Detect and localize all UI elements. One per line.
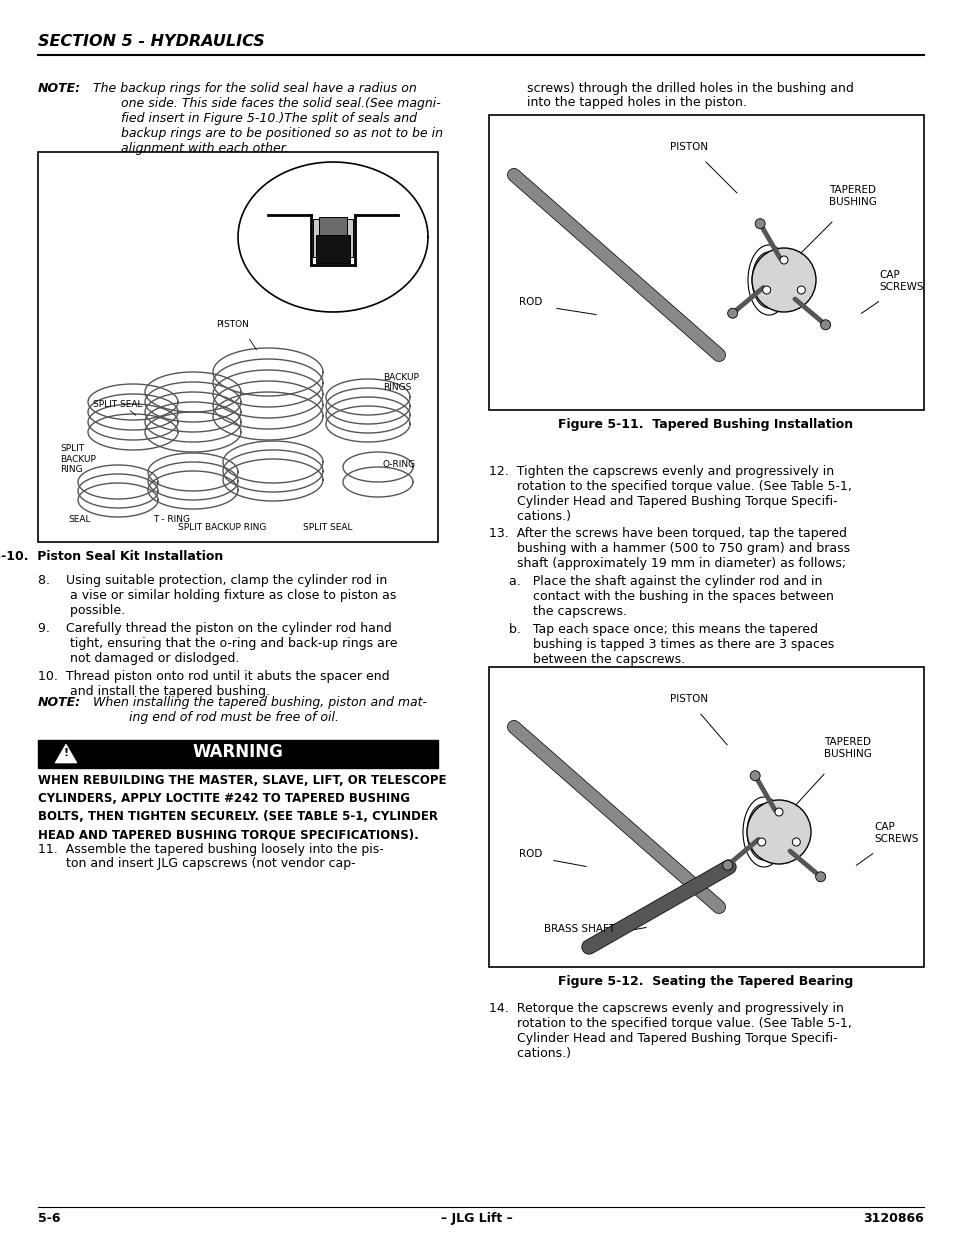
Bar xyxy=(315,235,350,263)
Text: 9.    Carefully thread the piston on the cylinder rod hand
        tight, ensuri: 9. Carefully thread the piston on the cy… xyxy=(38,622,397,664)
Text: ROD: ROD xyxy=(518,848,542,860)
Circle shape xyxy=(746,800,810,864)
Bar xyxy=(38,152,437,542)
Text: PISTON: PISTON xyxy=(669,694,707,704)
Circle shape xyxy=(792,839,800,846)
Text: ROD: ROD xyxy=(518,296,542,308)
Text: SPLIT SEAL: SPLIT SEAL xyxy=(303,522,352,532)
Text: TAPERED
BUSHING: TAPERED BUSHING xyxy=(828,185,876,207)
Text: ton and insert JLG capscrews (not vendor cap-: ton and insert JLG capscrews (not vendor… xyxy=(38,857,355,869)
Circle shape xyxy=(774,808,782,816)
Circle shape xyxy=(780,256,787,264)
Text: CAP
SCREWS: CAP SCREWS xyxy=(873,823,918,844)
Text: NOTE:: NOTE: xyxy=(38,697,81,709)
Text: 5-6: 5-6 xyxy=(38,1212,60,1225)
Circle shape xyxy=(727,309,737,319)
Text: WHEN REBUILDING THE MASTER, SLAVE, LIFT, OR TELESCOPE
CYLINDERS, APPLY LOCTITE #: WHEN REBUILDING THE MASTER, SLAVE, LIFT,… xyxy=(38,774,446,841)
Text: SPLIT
BACKUP
RING: SPLIT BACKUP RING xyxy=(60,445,95,474)
Text: BACKUP
RINGS: BACKUP RINGS xyxy=(382,373,418,391)
Text: SPLIT BACKUP RING: SPLIT BACKUP RING xyxy=(178,522,266,532)
Bar xyxy=(318,217,347,235)
Text: a.   Place the shaft against the cylinder rod and in
      contact with the bush: a. Place the shaft against the cylinder … xyxy=(509,576,833,618)
Circle shape xyxy=(820,320,830,330)
Text: SPLIT SEAL: SPLIT SEAL xyxy=(92,400,142,409)
Text: screws) through the drilled holes in the bushing and: screws) through the drilled holes in the… xyxy=(526,82,853,95)
Text: The backup rings for the solid seal have a radius on
         one side. This sid: The backup rings for the solid seal have… xyxy=(85,82,442,156)
Text: 3120866: 3120866 xyxy=(862,1212,923,1225)
Circle shape xyxy=(815,872,824,882)
Text: !: ! xyxy=(63,748,69,758)
Text: 10.  Thread piston onto rod until it abuts the spacer end
        and install th: 10. Thread piston onto rod until it abut… xyxy=(38,671,389,698)
Polygon shape xyxy=(55,743,77,763)
Text: SEAL: SEAL xyxy=(68,515,91,524)
Text: BRASS SHAFT: BRASS SHAFT xyxy=(543,924,615,934)
Bar xyxy=(38,740,437,768)
Bar xyxy=(313,219,329,257)
Text: PISTON: PISTON xyxy=(216,320,249,329)
Circle shape xyxy=(755,219,764,228)
Text: CAP
SCREWS: CAP SCREWS xyxy=(878,270,923,291)
Text: When installing the tapered bushing, piston and mat-
           ing end of rod m: When installing the tapered bushing, pis… xyxy=(85,697,427,724)
Text: PISTON: PISTON xyxy=(669,142,707,152)
Text: Figure 5-10.  Piston Seal Kit Installation: Figure 5-10. Piston Seal Kit Installatio… xyxy=(0,550,223,563)
Text: 8.    Using suitable protection, clamp the cylinder rod in
        a vise or sim: 8. Using suitable protection, clamp the … xyxy=(38,574,395,618)
Bar xyxy=(336,219,353,257)
Text: WARNING: WARNING xyxy=(193,743,283,761)
Text: – JLG Lift –: – JLG Lift – xyxy=(440,1212,513,1225)
Text: 13.  After the screws have been torqued, tap the tapered
       bushing with a h: 13. After the screws have been torqued, … xyxy=(489,527,849,571)
Circle shape xyxy=(797,287,804,294)
Circle shape xyxy=(751,248,815,312)
Text: 14.  Retorque the capscrews evenly and progressively in
       rotation to the s: 14. Retorque the capscrews evenly and pr… xyxy=(489,1002,851,1060)
Text: into the tapped holes in the piston.: into the tapped holes in the piston. xyxy=(526,96,746,109)
Text: T - RING: T - RING xyxy=(152,515,190,524)
Text: b.   Tap each space once; this means the tapered
      bushing is tapped 3 times: b. Tap each space once; this means the t… xyxy=(509,622,833,666)
Text: O-RING: O-RING xyxy=(382,459,416,469)
Bar xyxy=(489,667,923,967)
Circle shape xyxy=(722,861,732,871)
Circle shape xyxy=(757,839,765,846)
Text: SECTION 5 - HYDRAULICS: SECTION 5 - HYDRAULICS xyxy=(38,35,265,49)
Bar xyxy=(489,115,923,410)
Text: 11.  Assemble the tapered bushing loosely into the pis-: 11. Assemble the tapered bushing loosely… xyxy=(38,844,383,856)
Text: Figure 5-12.  Seating the Tapered Bearing: Figure 5-12. Seating the Tapered Bearing xyxy=(558,974,853,988)
Circle shape xyxy=(761,287,770,294)
Circle shape xyxy=(749,771,760,781)
Text: NOTE:: NOTE: xyxy=(38,82,81,95)
Text: 12.  Tighten the capscrews evenly and progressively in
       rotation to the sp: 12. Tighten the capscrews evenly and pro… xyxy=(489,466,851,522)
Text: TAPERED
BUSHING: TAPERED BUSHING xyxy=(823,737,871,760)
Text: Figure 5-11.  Tapered Bushing Installation: Figure 5-11. Tapered Bushing Installatio… xyxy=(558,417,853,431)
